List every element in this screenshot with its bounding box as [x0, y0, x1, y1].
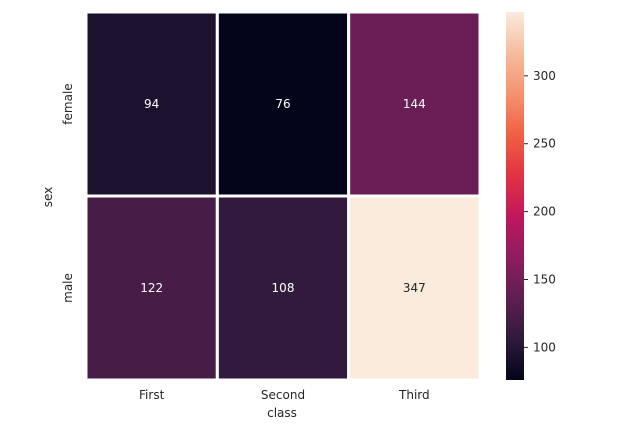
heatmap-cell-female-Second [215, 10, 351, 198]
cell-value-label: 347 [403, 281, 426, 295]
cell-value-label: 76 [275, 97, 290, 111]
heatmap-cell-male-Third [347, 194, 482, 382]
y-tick-label: female [61, 83, 75, 124]
y-tick-label: male [61, 273, 75, 303]
x-tick-label: Third [398, 388, 430, 402]
colorbar-tick-label: 250 [533, 137, 556, 151]
cell-value-label: 94 [144, 97, 159, 111]
x-tick-label: First [139, 388, 165, 402]
colorbar-tick-label: 300 [533, 69, 556, 83]
cell-value-label: 108 [272, 281, 295, 295]
x-axis-label: class [267, 406, 297, 420]
colorbar-tick-label: 100 [533, 340, 556, 354]
cell-value-label: 144 [403, 97, 426, 111]
heatmap-cell-male-Second [215, 194, 351, 382]
colorbar-tick-label: 200 [533, 205, 556, 219]
cell-value-label: 122 [140, 281, 163, 295]
y-axis-label: sex [41, 187, 55, 208]
colorbar-ticks: 100 150 200 250 300 [524, 69, 556, 354]
x-tick-label: Second [261, 388, 305, 402]
y-axis-ticks: female male [61, 83, 75, 303]
heatmap-cells: 94 76 144 122 108 347 [84, 10, 482, 382]
heatmap-cell-female-First [84, 10, 219, 198]
heatmap-cell-female-Third [347, 10, 482, 198]
colorbar-tick-label: 150 [533, 273, 556, 287]
colorbar [506, 12, 524, 380]
x-axis-ticks: First Second Third [139, 388, 430, 402]
